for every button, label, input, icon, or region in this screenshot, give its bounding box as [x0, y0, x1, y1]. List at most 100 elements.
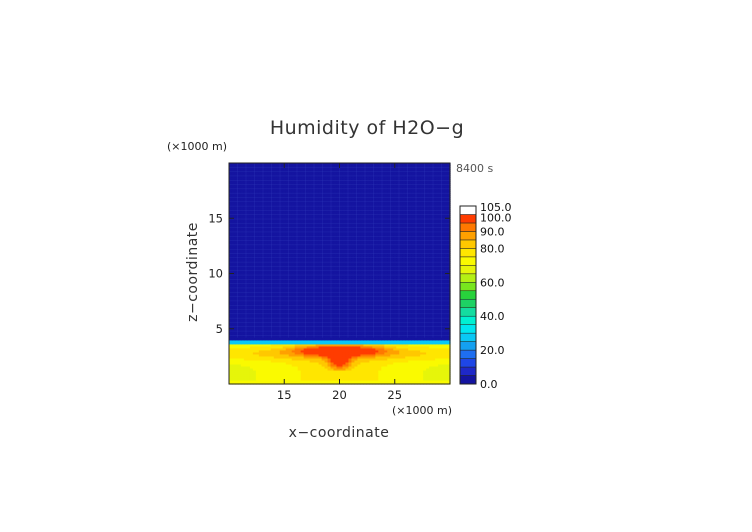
field-cell [282, 279, 287, 283]
field-cell [396, 355, 400, 359]
field-cell [429, 375, 433, 379]
field-cell [354, 253, 359, 257]
field-cell [393, 347, 397, 351]
field-cell [426, 297, 430, 301]
field-cell [231, 293, 236, 297]
field-cell [336, 343, 341, 347]
field-cell [423, 249, 427, 252]
field-cell [297, 285, 302, 289]
field-cell [246, 363, 251, 367]
field-cell [229, 341, 233, 345]
field-cell [363, 351, 367, 355]
field-cell [339, 371, 344, 375]
field-cell [282, 249, 287, 252]
field-cell [318, 247, 323, 250]
field-cell [285, 249, 290, 252]
field-cell [237, 249, 242, 252]
field-cell [261, 377, 266, 381]
field-cell [435, 325, 439, 329]
field-cell [348, 325, 353, 329]
field-cell [423, 377, 427, 381]
field-cell [231, 303, 236, 307]
field-cell [270, 347, 275, 351]
field-cell [252, 267, 257, 271]
field-cell [324, 335, 329, 339]
field-cell [429, 265, 433, 269]
field-cell [267, 315, 272, 319]
field-cell [444, 307, 448, 311]
field-cell [309, 251, 314, 255]
field-cell [330, 317, 335, 321]
field-cell [369, 365, 373, 369]
field-cell [384, 343, 388, 347]
field-cell [375, 301, 379, 305]
field-cell [342, 337, 347, 341]
field-cell [234, 349, 239, 353]
field-cell [315, 321, 320, 325]
field-cell [363, 253, 367, 257]
field-cell [315, 327, 320, 331]
field-cell [360, 279, 364, 283]
field-cell [261, 325, 266, 329]
field-cell [396, 277, 400, 281]
field-cell [261, 333, 266, 337]
field-cell [237, 305, 242, 309]
field-cell [360, 379, 364, 383]
field-cell [333, 371, 338, 375]
field-cell [447, 309, 451, 313]
field-cell [420, 347, 424, 351]
field-cell [336, 287, 341, 291]
field-cell [408, 279, 412, 283]
field-cell [354, 265, 359, 269]
field-cell [360, 359, 364, 363]
field-cell [273, 301, 278, 305]
field-cell [357, 307, 362, 311]
field-cell [339, 309, 344, 313]
field-cell [447, 333, 451, 337]
field-cell [348, 379, 353, 383]
field-cell [297, 357, 302, 361]
field-cell [429, 275, 433, 279]
field-cell [351, 331, 356, 335]
field-cell [231, 381, 236, 385]
field-cell [330, 361, 335, 365]
field-cell [354, 375, 359, 379]
field-cell [333, 363, 338, 367]
field-cell [363, 255, 367, 259]
field-cell [306, 293, 311, 297]
field-cell [231, 343, 236, 347]
field-cell [435, 337, 439, 341]
field-cell [417, 307, 421, 311]
field-cell [234, 263, 239, 267]
field-cell [255, 355, 260, 359]
field-cell [438, 365, 442, 369]
field-cell [426, 381, 430, 385]
field-cell [336, 361, 341, 365]
field-cell [285, 371, 290, 375]
field-cell [375, 361, 379, 365]
field-cell [411, 317, 415, 321]
field-cell [282, 333, 287, 337]
field-cell [441, 339, 445, 343]
field-cell [390, 311, 394, 315]
field-cell [255, 333, 260, 337]
field-cell [438, 263, 442, 267]
field-cell [366, 309, 370, 313]
field-cell [354, 339, 359, 343]
field-cell [438, 249, 442, 252]
field-cell [435, 249, 439, 252]
field-cell [345, 341, 350, 345]
field-cell [420, 359, 424, 363]
field-cell [315, 265, 320, 269]
field-cell [309, 331, 314, 335]
field-cell [264, 265, 269, 269]
field-cell [402, 361, 406, 365]
field-cell [300, 265, 305, 269]
field-cell [318, 333, 323, 337]
field-cell [330, 357, 335, 361]
field-cell [447, 357, 451, 361]
field-cell [372, 283, 376, 287]
field-cell [411, 325, 415, 329]
field-cell [342, 305, 347, 309]
field-cell [417, 319, 421, 323]
